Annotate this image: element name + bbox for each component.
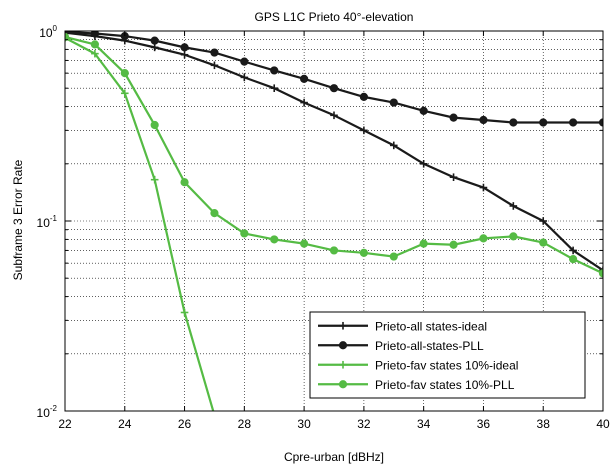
data-point [479,183,488,192]
legend-item: Prieto-all states-ideal [318,319,487,333]
data-point [180,43,189,52]
data-point [509,232,518,241]
x-tick-label: 24 [118,417,132,431]
data-point [120,89,129,98]
data-point [539,217,548,225]
x-tick-label: 22 [58,417,72,431]
x-tick-label: 30 [297,417,311,431]
data-point [569,255,578,264]
data-point [300,74,309,83]
x-tick-label: 28 [238,417,252,431]
data-point [270,66,279,75]
legend-marker [338,380,348,389]
data-point [569,246,577,255]
data-point [479,115,488,125]
data-point [91,49,99,58]
data-point [419,239,428,248]
data-point [240,73,249,82]
x-tick-label: 26 [178,417,192,431]
data-point [210,48,219,57]
series-2 [65,31,603,127]
y-tick-exponent: -1 [50,214,58,223]
data-point [419,160,428,168]
data-point [120,69,129,78]
data-point [598,118,603,127]
data-point [329,246,339,255]
data-point [330,111,338,120]
data-point [509,118,518,127]
data-point [449,113,458,122]
series-layer [65,31,603,411]
data-point [359,92,368,101]
data-point [539,118,548,127]
data-point [270,84,279,92]
data-point [150,43,159,52]
data-point [449,240,458,249]
data-point [150,175,159,184]
series-line [65,36,215,411]
legend: Prieto-all states-ideal Prieto-all-states… [309,311,586,399]
y-tick-exponent: 0 [53,24,58,33]
chart-title: GPS L1C Prieto 40°-elevation [255,10,414,24]
x-tick-label: 38 [537,417,551,431]
data-point [598,269,603,278]
series-4 [65,32,603,278]
legend-item: Prieto-fav states 10%-PLL [318,378,515,392]
data-point [569,118,578,127]
x-axis-label: Cpre-urban [dBHz] [284,450,384,464]
legend-marker [338,341,348,350]
legend-label: Prieto-fav states 10%-ideal [375,358,518,372]
data-point [389,252,398,261]
data-point [329,84,339,93]
data-point [360,126,368,135]
data-point [270,235,279,244]
data-point [300,98,308,107]
data-point [150,36,159,45]
data-point [240,57,249,66]
data-point [479,234,488,243]
data-point [389,141,398,150]
data-point [210,209,219,218]
x-tick-label: 36 [477,417,491,431]
data-point [539,238,548,247]
data-point [180,178,189,187]
legend-label: Prieto-fav states 10%-PLL [375,378,515,392]
data-point [210,61,219,70]
data-point [419,106,428,115]
data-point [240,229,249,238]
legend-label: Prieto-all-states-PLL [375,339,484,353]
data-point [300,239,309,248]
legend-label: Prieto-all states-ideal [375,319,487,333]
legend-marker [339,360,347,369]
y-axis-label: Subframe 3 Error Rate [11,159,25,280]
x-tick-label: 34 [417,417,431,431]
data-point [449,173,458,182]
legend-marker [339,321,347,330]
data-point [389,98,398,107]
y-tick-exponent: -2 [50,404,58,413]
data-point [150,120,159,130]
series-3 [65,34,215,411]
x-tick-label: 32 [357,417,371,431]
data-point [359,248,368,257]
data-point [90,31,99,38]
x-tick-label: 40 [596,417,610,431]
data-point [180,308,189,317]
data-point [509,202,518,210]
legend-item: Prieto-all-states-PLL [318,339,484,353]
legend-item: Prieto-fav states 10%-ideal [318,358,518,372]
data-point [90,40,99,49]
data-point [180,50,189,59]
